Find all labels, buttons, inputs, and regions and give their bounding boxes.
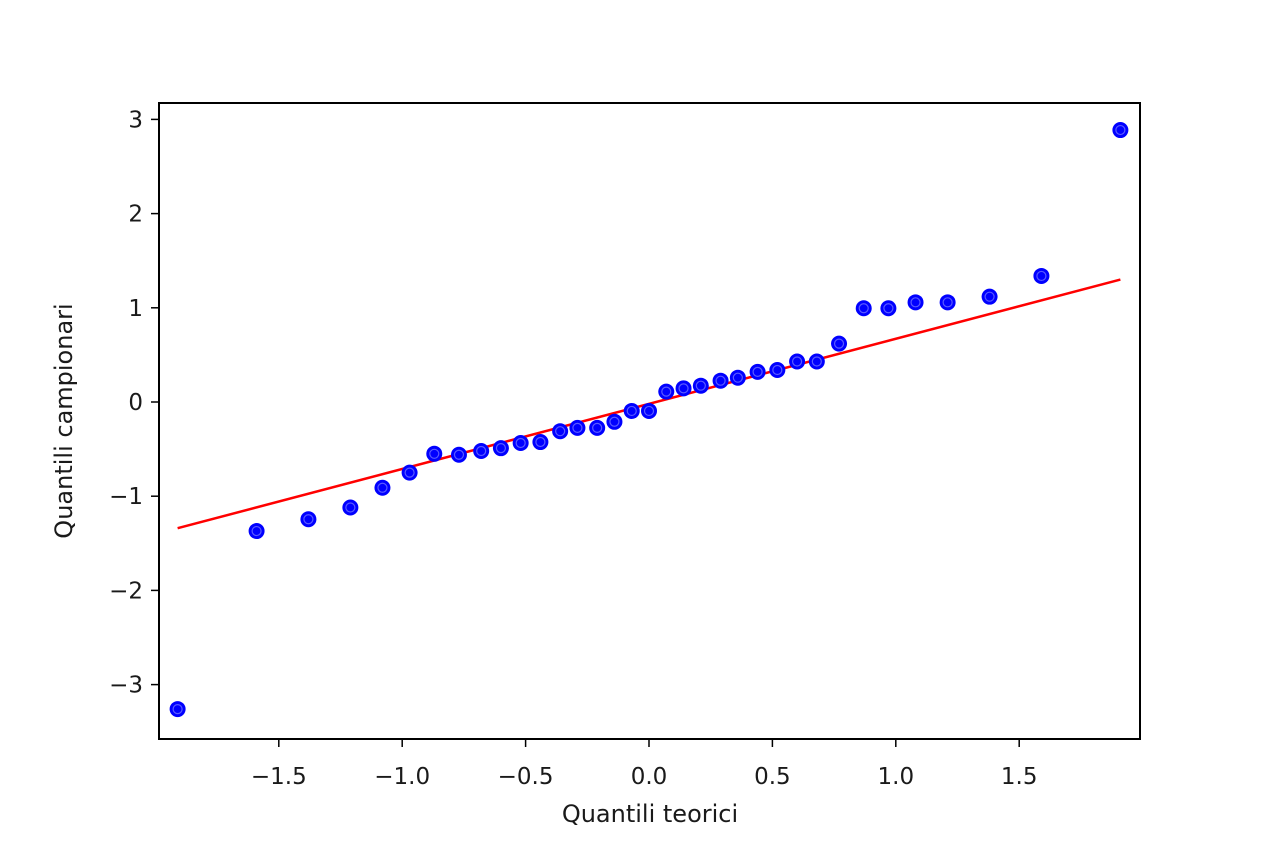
data-point [300, 511, 317, 528]
y-axis-label: Quantili campionari [50, 303, 78, 538]
x-tick-label: −1.0 [374, 764, 430, 790]
data-point [552, 423, 569, 440]
x-axis-label: Quantili teorici [562, 800, 738, 828]
data-point [1033, 267, 1050, 284]
data-point [769, 361, 786, 378]
data-point [342, 499, 359, 516]
y-tick-label: −1 [109, 484, 143, 510]
data-point [623, 402, 640, 419]
data-point [374, 479, 391, 496]
data-point [658, 383, 675, 400]
data-point [675, 380, 692, 397]
data-point [712, 372, 729, 389]
data-point [831, 335, 848, 352]
data-point [808, 353, 825, 370]
data-point [473, 442, 490, 459]
data-point [169, 701, 186, 718]
data-point [907, 294, 924, 311]
x-tick-label: −1.5 [251, 764, 307, 790]
data-point [880, 300, 897, 317]
data-point [492, 440, 509, 457]
y-tick-label: 3 [128, 107, 143, 133]
data-point [1112, 122, 1129, 139]
x-tick-label: 1.0 [878, 764, 915, 790]
x-tick-label: −0.5 [498, 764, 554, 790]
y-tick-label: 1 [128, 296, 143, 322]
data-point [450, 446, 467, 463]
data-point [532, 434, 549, 451]
data-point [729, 369, 746, 386]
y-tick-label: −2 [109, 578, 143, 604]
data-point [981, 288, 998, 305]
data-point [606, 413, 623, 430]
data-point [641, 402, 657, 419]
data-point [426, 445, 443, 462]
y-tick-label: −3 [109, 673, 143, 699]
x-tick-label: 0.0 [631, 764, 668, 790]
x-tick-label: 0.5 [754, 764, 791, 790]
data-point [939, 294, 956, 311]
data-point [692, 377, 709, 394]
y-tick-label: 0 [128, 390, 143, 416]
data-point [789, 353, 806, 370]
y-axis-ticks: 3 2 1 0 −1 −2 −3 [109, 107, 159, 699]
data-point [855, 300, 872, 317]
data-point [401, 464, 418, 481]
data-point [589, 419, 606, 436]
data-point [569, 419, 586, 436]
x-tick-label: 1.5 [1001, 764, 1038, 790]
plot-area [159, 103, 1140, 739]
data-points [169, 122, 1129, 718]
data-point [512, 434, 529, 451]
data-point [749, 363, 766, 380]
y-tick-label: 2 [128, 202, 143, 228]
x-axis-ticks: −1.5 −1.0 −0.5 0.0 0.5 1.0 1.5 [251, 739, 1038, 790]
data-point [248, 523, 265, 540]
